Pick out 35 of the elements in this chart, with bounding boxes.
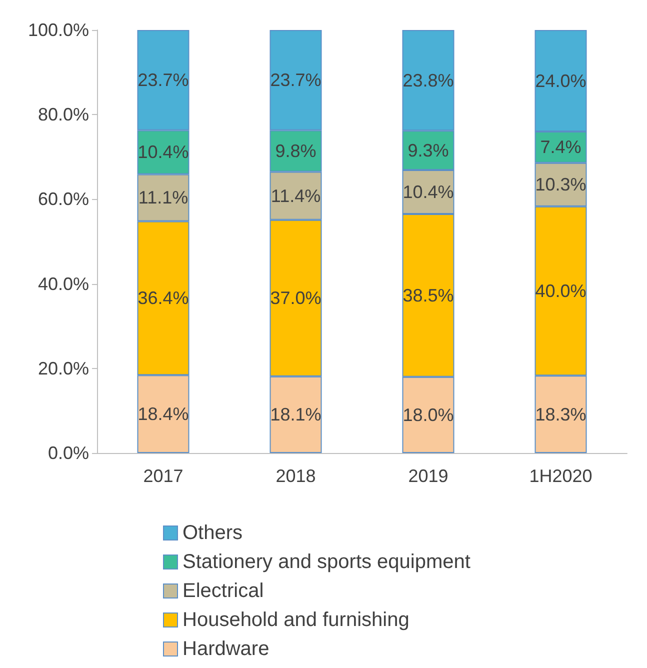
- data-label: 23.7%: [138, 70, 189, 90]
- data-label: 24.0%: [535, 70, 586, 91]
- x-tick-label: 1H2020: [529, 466, 592, 486]
- data-label: 9.8%: [275, 140, 316, 161]
- x-tick-label: 2017: [143, 466, 184, 486]
- data-label: 36.4%: [138, 288, 189, 308]
- data-label: 38.5%: [402, 285, 454, 306]
- data-label: 37.0%: [270, 288, 322, 308]
- data-label: 23.8%: [402, 70, 454, 90]
- data-label: 23.7%: [270, 70, 322, 90]
- legend-label: Others: [182, 522, 243, 544]
- y-tick-label: 60.0%: [38, 189, 89, 210]
- data-label: 10.3%: [535, 174, 586, 195]
- y-tick-label: 40.0%: [38, 274, 89, 294]
- legend-label: Hardware: [182, 638, 270, 660]
- data-label: 18.1%: [270, 404, 322, 425]
- y-tick-label: 100.0%: [28, 20, 89, 40]
- data-label: 10.4%: [402, 182, 454, 202]
- legend-label: Stationery and sports equipment: [182, 551, 471, 573]
- data-label: 18.0%: [402, 404, 454, 425]
- data-label: 18.4%: [138, 404, 189, 424]
- data-label: 9.3%: [408, 140, 449, 160]
- legend-label: Household and furnishing: [182, 609, 410, 631]
- data-label: 11.1%: [138, 188, 188, 208]
- data-label: 7.4%: [540, 137, 582, 158]
- y-tick-label: 20.0%: [38, 358, 89, 378]
- y-tick-label: 0.0%: [48, 443, 89, 463]
- x-tick-label: 2019: [408, 466, 448, 486]
- data-label: 18.3%: [535, 404, 586, 424]
- data-label: 11.4%: [270, 186, 321, 206]
- y-tick-label: 80.0%: [38, 104, 89, 125]
- x-tick-label: 2018: [276, 466, 316, 486]
- data-label: 10.4%: [138, 142, 189, 162]
- legend-label: Electrical: [182, 580, 264, 602]
- data-label: 40.0%: [535, 280, 586, 301]
